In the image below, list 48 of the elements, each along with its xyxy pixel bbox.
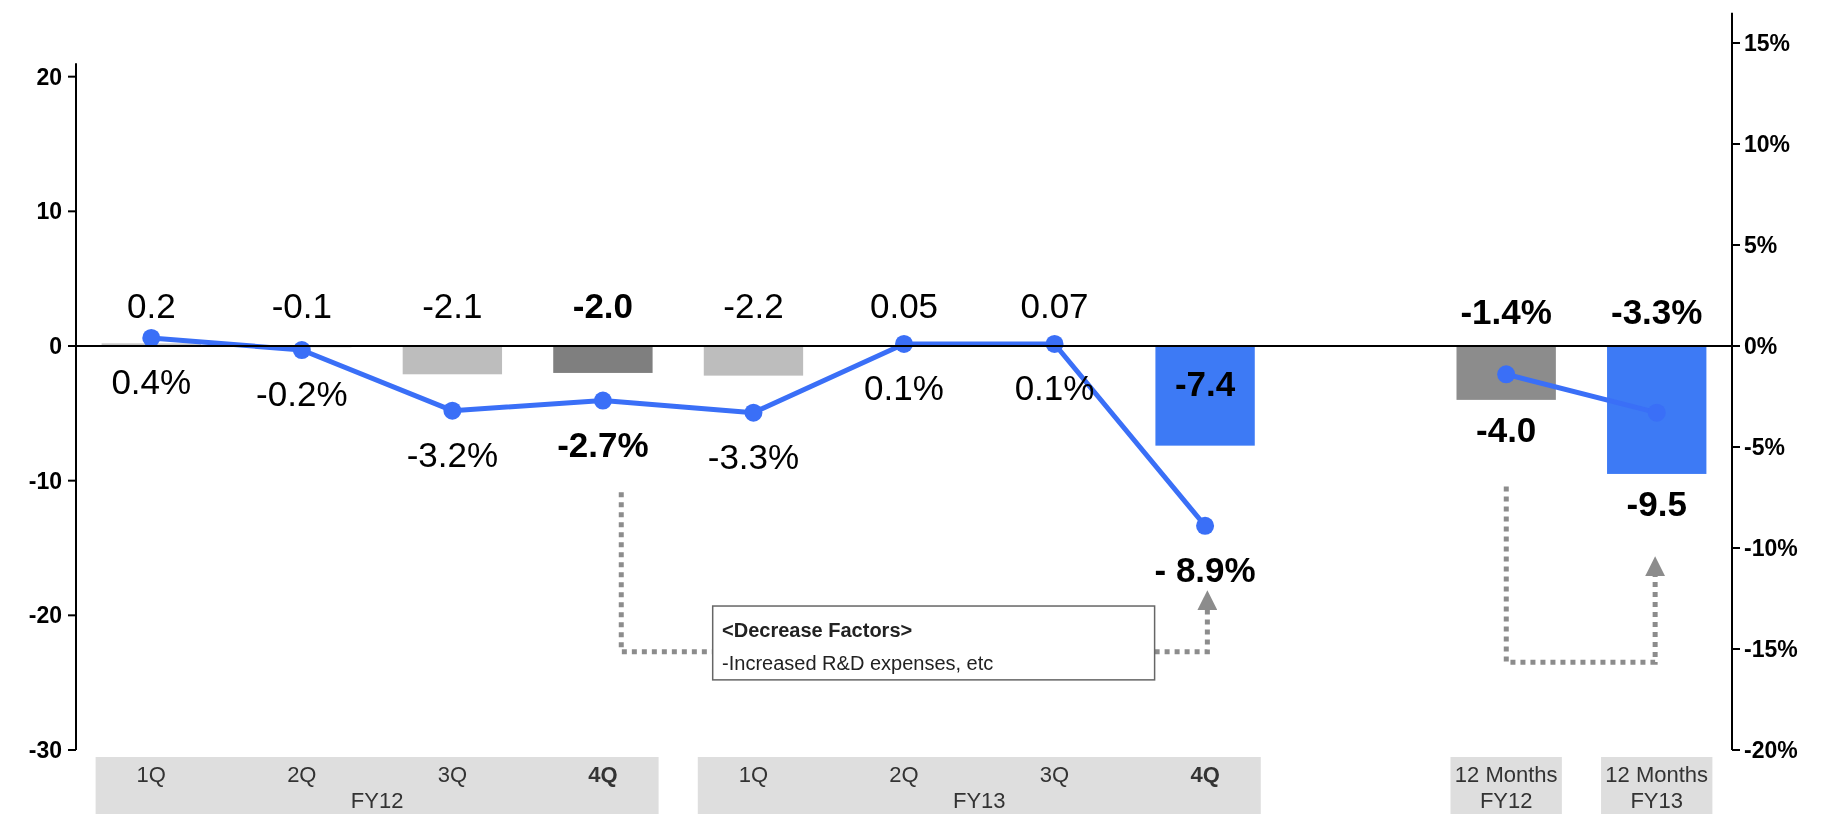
data-label: -3.3% (1611, 292, 1703, 331)
data-label: -2.2 (723, 286, 784, 325)
data-label: 0.05 (869, 286, 939, 325)
y-tick-label: 10 (36, 198, 62, 225)
data-label: -0.2% (256, 374, 348, 414)
y2-tick-label: -15% (1744, 636, 1798, 663)
y-tick-label: -20 (28, 602, 62, 629)
data-label: 0.4% (111, 361, 192, 401)
data-label: -9.5 (1626, 483, 1687, 523)
y-tick-label: -10 (28, 467, 62, 494)
x-tick-label: 4Q (588, 762, 618, 787)
y-tick-label: -30 (28, 737, 62, 764)
x-tick-label: 2Q (889, 762, 919, 787)
x-tick-label: 3Q (1039, 762, 1070, 787)
data-label: 0.1% (1014, 367, 1095, 407)
annotation: <Decrease Factors> (722, 618, 913, 641)
annotation: -Increased R&D expenses, etc (722, 652, 994, 675)
y2-tick-label: -5% (1744, 434, 1785, 461)
y2-tick-label: 0% (1744, 333, 1778, 360)
x-tick-label: 1Q (136, 762, 166, 787)
y2-tick-label: 10% (1744, 131, 1791, 158)
x-tick-label: 1Q (738, 762, 769, 787)
y2-tick-label: 5% (1744, 232, 1778, 259)
data-label: -3.3% (707, 436, 800, 476)
x-tick-label: 4Q (1190, 762, 1220, 787)
x-tick-label: 2Q (287, 762, 317, 787)
data-label: -0.1 (271, 286, 332, 325)
x-tick-label: 3Q (437, 762, 468, 787)
data-label: 0.1% (864, 367, 944, 407)
data-label: -2.7% (557, 424, 649, 464)
text: FY13 (952, 788, 1006, 813)
data-label: -2.1 (422, 286, 483, 325)
data-label: -1.4% (1460, 292, 1552, 331)
data-label: -7.4 (1174, 364, 1236, 403)
y2-tick-label: -10% (1744, 535, 1798, 562)
data-label: -4.0 (1476, 409, 1537, 449)
y2-tick-label: 15% (1744, 30, 1791, 57)
data-label: -2.0 (572, 286, 634, 325)
data-label: 0.07 (1020, 286, 1089, 325)
data-label: 0.2 (126, 286, 176, 325)
y2-tick-label: -20% (1744, 737, 1798, 764)
y-tick-label: 20 (36, 63, 62, 90)
data-label: - 8.9% (1154, 549, 1256, 589)
y-tick-label: 0 (49, 333, 62, 360)
x-tick-label: 12 Months FY12 (1454, 762, 1558, 813)
text: FY12 (350, 788, 404, 813)
data-label: -3.2% (406, 434, 499, 474)
x-tick-label: 12 Months FY13 (1605, 762, 1709, 813)
